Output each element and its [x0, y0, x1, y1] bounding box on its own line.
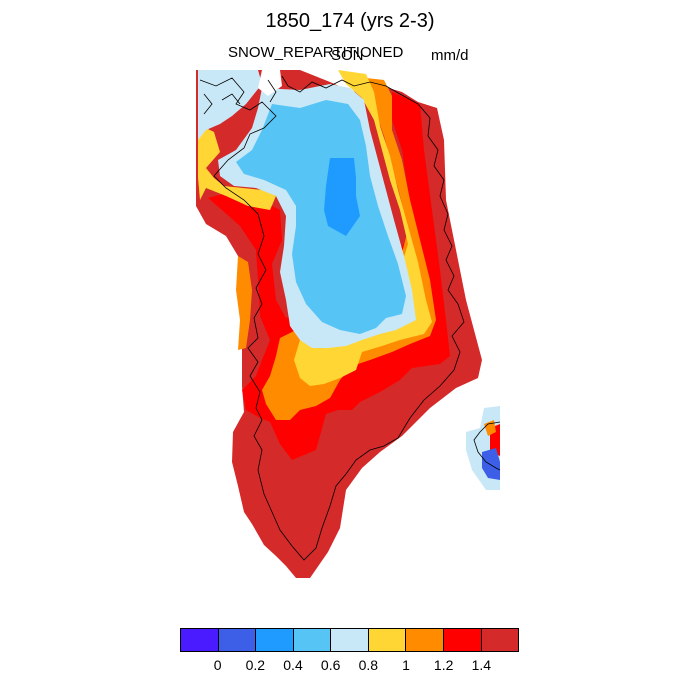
coastline-iceland: [473, 421, 501, 471]
plot-title: 1850_174 (yrs 2-3): [265, 10, 435, 32]
map-field-deepblue: [324, 158, 360, 236]
colorbar-box-0: [181, 629, 219, 651]
colorbar-label: 0.2: [245, 657, 266, 673]
colorbar-label: 1.4: [471, 657, 492, 673]
colorbar-box-6: [406, 629, 444, 651]
colorbar: [180, 628, 519, 652]
map-field-yellow-nw: [198, 124, 276, 210]
map-field-lightblue-north: [198, 70, 262, 140]
map-field-red: [208, 92, 450, 460]
colorbar-box-3: [293, 629, 332, 651]
colorbar-label: 1.2: [433, 657, 454, 673]
variable-name: SNOW_REPARTITIONED: [228, 44, 404, 61]
map-field-iceland-blue: [482, 448, 500, 480]
colorbar-label: 0.6: [320, 657, 341, 673]
colorbar-label: 0.4: [283, 657, 303, 673]
coastline-west-islands: [203, 79, 277, 115]
colorbar-box-1: [218, 629, 257, 651]
units-label: mm/d: [431, 47, 469, 64]
colorbar-box-5: [368, 629, 407, 651]
colorbar-label: 1: [402, 657, 410, 673]
map-field-orange-west: [236, 256, 252, 350]
colorbar-label: 0.8: [358, 657, 379, 673]
map-field-iceland-orange: [484, 420, 496, 436]
colorbar-box-4: [331, 629, 369, 651]
map-field-medblue: [236, 100, 406, 334]
colorbar-labels: 0 0.2 0.4 0.6 0.8 1 1.2 1.4: [0, 657, 700, 677]
season-label: SON: [331, 47, 364, 64]
colorbar-label: 0: [213, 657, 222, 673]
coastline: [199, 75, 465, 561]
colorbar-box-8: [481, 629, 519, 651]
colorbar-box-7: [443, 629, 482, 651]
colorbar-box-2: [256, 629, 294, 651]
